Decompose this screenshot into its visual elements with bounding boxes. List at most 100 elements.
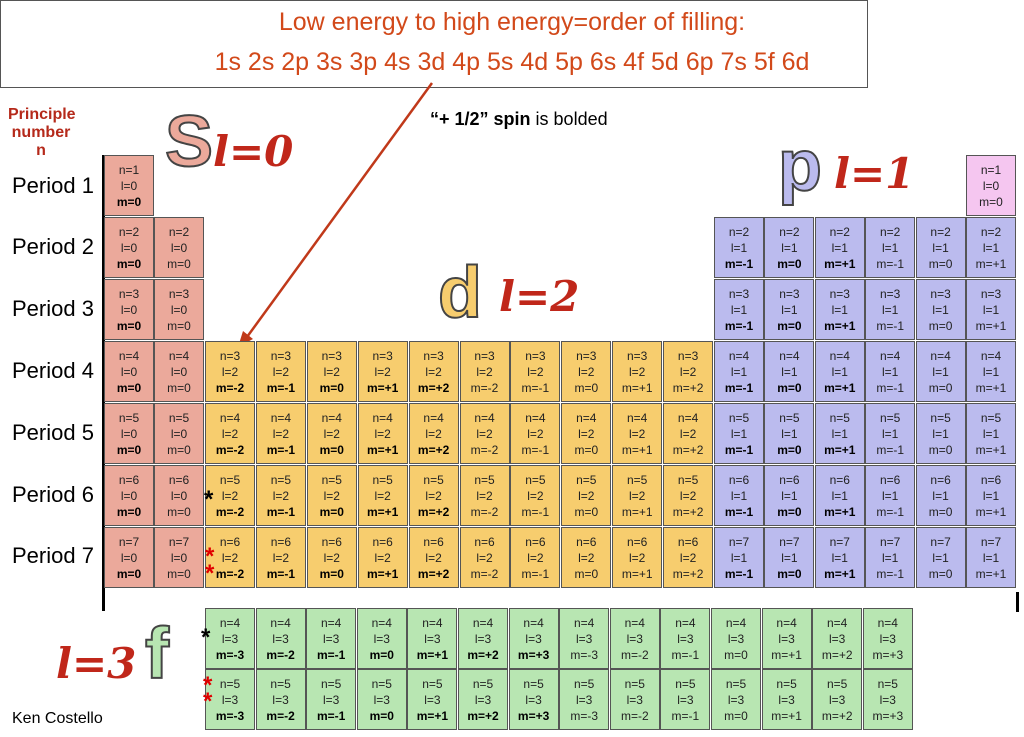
period-label: Period 1 bbox=[12, 173, 94, 198]
orbital-cell: n=6 l=2 m=-1 bbox=[255, 527, 306, 588]
orbital-cell: n=7 l=1 m=+1 bbox=[814, 527, 865, 588]
orbital-cell: n=3 l=0 m=0 bbox=[154, 279, 204, 340]
filling-order-line: 1s 2s 2p 3s 3p 4s 3d 4p 5s 4d 5p 6s 4f 5… bbox=[214, 48, 810, 76]
orbital-cell: n=4 l=3 m=-2 bbox=[255, 608, 306, 669]
orbital-cell: n=3 l=2 m=-1 bbox=[255, 341, 306, 402]
orbital-cell: n=5 l=3 m=+2 bbox=[458, 669, 508, 730]
spin-note: “+ 1/2” spin is bolded bbox=[430, 109, 608, 130]
orbital-cell: n=4 l=3 m=+1 bbox=[761, 608, 812, 669]
author-credit: Ken Costello bbox=[12, 710, 103, 727]
p-block-l-label: l=1 bbox=[834, 149, 915, 198]
orbital-cell: n=7 l=1 m=0 bbox=[915, 527, 966, 588]
orbital-cell: n=6 l=1 m=-1 bbox=[714, 465, 764, 526]
orbital-cell: n=6 l=1 m=-1 bbox=[865, 465, 916, 526]
orbital-cell: n=5 l=2 m=0 bbox=[561, 465, 612, 526]
orbital-cell: n=6 l=2 m=+2 bbox=[408, 527, 459, 588]
orbital-cell: n=3 l=2 m=-2 bbox=[205, 341, 255, 402]
orbital-cell: n=5 l=2 m=+2 bbox=[408, 465, 459, 526]
orbital-cell: n=6 l=0 m=0 bbox=[104, 465, 154, 526]
orbital-cell: n=6 l=2 m=+1 bbox=[357, 527, 408, 588]
orbital-cell: n=3 l=2 m=0 bbox=[306, 341, 357, 402]
title-box: Low energy to high energy=order of filli… bbox=[0, 0, 868, 88]
orbital-cell: n=5 l=1 m=0 bbox=[915, 403, 966, 464]
orbital-cell: n=3 l=1 m=0 bbox=[764, 279, 815, 340]
orbital-cell: n=4 l=3 m=+3 bbox=[508, 608, 559, 669]
orbital-cell: n=2 l=1 m=0 bbox=[764, 217, 815, 278]
orbital-cell: n=4 l=2 m=-1 bbox=[255, 403, 306, 464]
orbital-cell: n=3 l=1 m=+1 bbox=[814, 279, 865, 340]
orbital-cell: n=3 l=2 m=+1 bbox=[357, 341, 408, 402]
orbital-cell: n=4 l=1 m=-1 bbox=[714, 341, 764, 402]
orbital-cell: n=2 l=1 m=+1 bbox=[814, 217, 865, 278]
orbital-cell: n=2 l=1 m=-1 bbox=[714, 217, 764, 278]
asterisk: * bbox=[201, 624, 211, 651]
orbital-cell: n=6 l=2 m=0 bbox=[306, 527, 357, 588]
orbital-cell: n=7 l=1 m=0 bbox=[764, 527, 815, 588]
orbital-cell: n=5 l=2 m=+2 bbox=[663, 465, 714, 526]
orbital-cell: n=5 l=3 m=+3 bbox=[508, 669, 559, 730]
orbital-cell: n=6 l=2 m=0 bbox=[561, 527, 612, 588]
orbital-cell: n=5 l=2 m=-2 bbox=[459, 465, 510, 526]
orbital-cell: n=5 l=2 m=-2 bbox=[205, 465, 255, 526]
s-block-letter: S bbox=[164, 102, 214, 182]
orbital-cell: n=7 l=1 m=-1 bbox=[865, 527, 916, 588]
orbital-cell: n=3 l=1 m=0 bbox=[915, 279, 966, 340]
orbital-cell: n=5 l=0 m=0 bbox=[154, 403, 204, 464]
orbital-cell: n=4 l=1 m=+1 bbox=[966, 341, 1016, 402]
asterisk: * bbox=[203, 688, 213, 715]
orbital-cell: n=3 l=1 m=+1 bbox=[966, 279, 1016, 340]
orbital-cell: n=5 l=1 m=0 bbox=[764, 403, 815, 464]
period-label: Period 2 bbox=[12, 234, 94, 259]
period-label: Period 3 bbox=[12, 296, 94, 321]
orbital-cell: n=6 l=2 m=+2 bbox=[663, 527, 714, 588]
orbital-cell: n=5 l=3 m=+2 bbox=[812, 669, 863, 730]
table-left-axis bbox=[102, 155, 105, 611]
orbital-cell: n=4 l=3 m=0 bbox=[356, 608, 407, 669]
orbital-cell: n=1 l=0 m=0 bbox=[104, 155, 154, 216]
table-right-axis bbox=[1016, 592, 1019, 612]
orbital-cell: n=3 l=2 m=-1 bbox=[510, 341, 561, 402]
period-label: Period 5 bbox=[12, 420, 94, 445]
asterisk: * bbox=[205, 543, 215, 570]
orbital-cell: n=4 l=3 m=+2 bbox=[458, 608, 508, 669]
orbital-cell: n=5 l=2 m=0 bbox=[306, 465, 357, 526]
period-label: Period 4 bbox=[12, 358, 94, 383]
orbital-cell: n=3 l=0 m=0 bbox=[104, 279, 154, 340]
asterisk: * bbox=[205, 560, 215, 587]
orbital-cell: n=6 l=0 m=0 bbox=[154, 465, 204, 526]
asterisk: * bbox=[203, 672, 213, 699]
orbital-cell: n=2 l=0 m=0 bbox=[104, 217, 154, 278]
orbital-cell: n=4 l=3 m=-3 bbox=[205, 608, 255, 669]
orbital-cell: n=4 l=2 m=0 bbox=[306, 403, 357, 464]
orbital-cell: n=4 l=2 m=-1 bbox=[510, 403, 561, 464]
orbital-cell: n=4 l=3 m=+2 bbox=[812, 608, 863, 669]
d-block-letter: d bbox=[437, 253, 483, 333]
orbital-cell: n=4 l=0 m=0 bbox=[104, 341, 154, 402]
spin-note-rest: is bolded bbox=[530, 109, 608, 129]
orbital-cell: n=4 l=1 m=0 bbox=[915, 341, 966, 402]
orbital-cell: n=5 l=1 m=-1 bbox=[714, 403, 764, 464]
orbital-cell: n=5 l=3 m=-1 bbox=[660, 669, 711, 730]
orbital-cell: n=6 l=2 m=-2 bbox=[459, 527, 510, 588]
orbital-cell: n=7 l=0 m=0 bbox=[154, 527, 204, 588]
orbital-cell: n=4 l=3 m=-1 bbox=[660, 608, 711, 669]
orbital-cell: n=3 l=2 m=0 bbox=[561, 341, 612, 402]
orbital-cell: n=5 l=2 m=+1 bbox=[357, 465, 408, 526]
orbital-cell: n=4 l=2 m=+2 bbox=[408, 403, 459, 464]
orbital-cell: n=4 l=3 m=+1 bbox=[407, 608, 458, 669]
s-block-l-label: l=0 bbox=[213, 127, 294, 176]
orbital-cell: n=1 l=0 m=0 bbox=[966, 155, 1016, 216]
d-block-l-label: l=2 bbox=[499, 272, 580, 321]
orbital-cell: n=4 l=1 m=+1 bbox=[814, 341, 865, 402]
orbital-cell: n=6 l=1 m=0 bbox=[764, 465, 815, 526]
orbital-cell: n=4 l=1 m=0 bbox=[764, 341, 815, 402]
orbital-cell: n=4 l=3 m=0 bbox=[711, 608, 761, 669]
orbital-cell: n=2 l=1 m=-1 bbox=[865, 217, 916, 278]
principle-line-2: number bbox=[11, 124, 71, 141]
orbital-cell: n=5 l=3 m=+1 bbox=[407, 669, 458, 730]
orbital-cell: n=6 l=2 m=-1 bbox=[510, 527, 561, 588]
principle-line-3: n bbox=[36, 142, 46, 159]
orbital-cell: n=5 l=1 m=+1 bbox=[966, 403, 1016, 464]
orbital-cell: n=7 l=0 m=0 bbox=[104, 527, 154, 588]
f-block-l-label: l=3 bbox=[56, 639, 137, 688]
